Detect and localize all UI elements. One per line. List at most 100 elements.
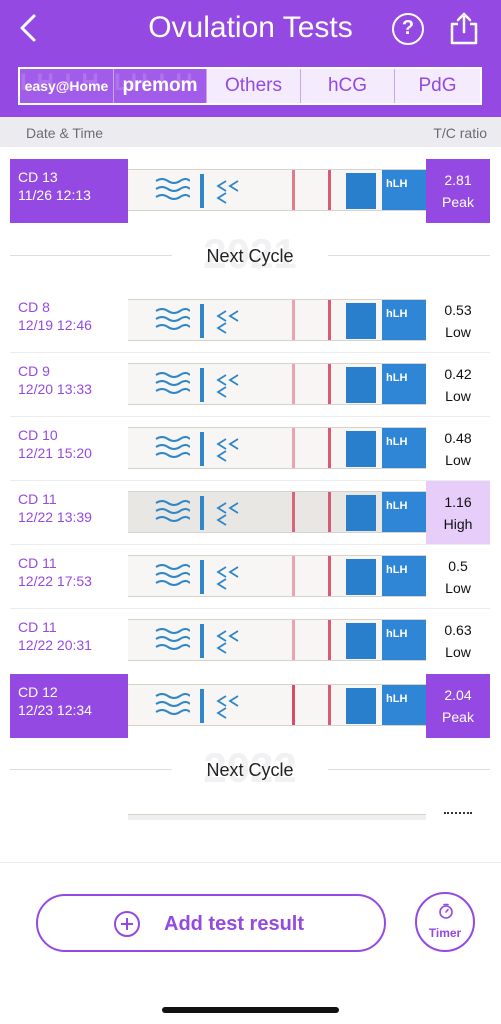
arrow-icon <box>216 630 239 654</box>
list-item[interactable]: CD 11 12/22 17:53 hLH 0.5 Low <box>10 545 490 609</box>
timer-button[interactable]: Timer <box>415 892 475 952</box>
list-item[interactable]: CD 11 12/22 20:31 hLH 0.63 Low <box>10 609 490 673</box>
stopwatch-icon <box>439 903 453 919</box>
ratio-value: 2.81 <box>444 172 472 188</box>
test-line <box>292 556 295 596</box>
tab-easy-at-home[interactable]: LH LH easy@Home <box>20 69 114 103</box>
row-cd: CD 11 <box>18 619 57 635</box>
list-item[interactable]: CD 9 12/20 13:33 hLH 0.42 Low <box>10 353 490 417</box>
control-line <box>328 685 331 725</box>
divider-line <box>328 769 490 770</box>
column-date-time: Date & Time <box>26 125 104 141</box>
wave-icon <box>155 436 190 458</box>
divider-line <box>10 769 172 770</box>
strip-label: hLH <box>386 436 408 448</box>
control-line <box>328 428 331 468</box>
strip-label: hLH <box>386 564 408 576</box>
row-cd: CD 11 <box>18 491 57 507</box>
list-item[interactable]: CD 13 11/26 12:13 hLH 2.81 Peak <box>10 159 490 223</box>
tab-hcg[interactable]: hCG <box>301 69 395 103</box>
cycle-divider: 2022 Next Cycle <box>10 744 490 791</box>
ratio-level: Peak <box>442 194 474 210</box>
wave-icon <box>155 500 190 522</box>
strip-mark <box>200 689 204 723</box>
row-cd: CD 12 <box>18 684 58 700</box>
page-title: Ovulation Tests <box>148 11 353 44</box>
ratio-level: Low <box>445 388 471 404</box>
test-strip-image: hLH <box>128 299 426 341</box>
add-test-result-button[interactable]: Add test result <box>36 894 386 952</box>
wave-icon <box>155 372 190 394</box>
test-line <box>292 428 295 468</box>
list-item[interactable]: CD 8 12/19 12:46 hLH 0.53 Low <box>10 289 490 353</box>
strip-label: hLH <box>386 178 408 190</box>
ratio-level: Low <box>445 580 471 596</box>
back-icon[interactable] <box>14 10 44 46</box>
divider-text: Next Cycle <box>206 760 294 780</box>
divider-text: Next Cycle <box>206 246 294 266</box>
strip-mark <box>200 624 204 658</box>
column-header: Date & Time T/C ratio <box>0 117 501 147</box>
row-datetime: 12/23 12:34 <box>18 702 92 718</box>
home-indicator[interactable] <box>162 1007 339 1013</box>
help-icon[interactable]: ? <box>392 13 424 45</box>
strip-label-block: hLH <box>382 300 426 340</box>
tab-pdg[interactable]: PdG <box>395 69 480 103</box>
list-item[interactable]: CD 10 12/21 15:20 hLH 0.48 Low <box>10 417 490 481</box>
row-separator <box>10 352 490 353</box>
strip-label-block: hLH <box>382 492 426 532</box>
row-datetime: 12/22 20:31 <box>18 637 92 653</box>
strip-blue-block <box>346 173 376 209</box>
row-separator <box>10 544 490 545</box>
strip-label-block: hLH <box>382 428 426 468</box>
control-line <box>328 620 331 660</box>
wave-icon <box>155 308 190 330</box>
row-date: CD 12 12/23 12:34 <box>10 674 128 738</box>
list-item[interactable]: CD 11 12/22 13:39 hLH 1.16 High <box>10 481 490 545</box>
strip-mark <box>200 368 204 402</box>
test-strip-image: hLH <box>128 619 426 661</box>
strip-blue-block <box>346 559 376 595</box>
divider-year: 2021 <box>203 230 297 277</box>
row-date: CD 11 12/22 17:53 <box>10 545 128 609</box>
row-date: CD 10 12/21 15:20 <box>10 417 128 481</box>
wave-icon <box>155 693 190 715</box>
test-strip-image: hLH <box>128 169 426 211</box>
strip-blue-block <box>346 303 376 339</box>
strip-label: hLH <box>386 372 408 384</box>
row-datetime: 12/22 13:39 <box>18 509 92 525</box>
strip-mark <box>200 560 204 594</box>
strip-mark <box>200 304 204 338</box>
tab-label: Others <box>224 75 283 96</box>
test-line <box>292 300 295 340</box>
arrow-icon <box>216 566 239 590</box>
control-line <box>328 364 331 404</box>
control-line <box>328 170 331 210</box>
tab-premom[interactable]: LH LH premom <box>114 69 207 103</box>
share-icon[interactable] <box>448 10 480 46</box>
ratio-level: Peak <box>442 709 474 725</box>
list-item[interactable]: CD 12 12/23 12:34 hLH 2.04 Peak <box>10 674 490 738</box>
strip-label-block: hLH <box>382 685 426 725</box>
arrow-icon <box>216 695 239 719</box>
strip-mark <box>200 432 204 466</box>
strip-label-block: hLH <box>382 364 426 404</box>
control-line <box>328 556 331 596</box>
ratio-level: Low <box>445 644 471 660</box>
ratio-value: 0.53 <box>444 302 472 318</box>
test-strip-image: hLH <box>128 427 426 469</box>
row-date: CD 13 11/26 12:13 <box>10 159 128 223</box>
test-line <box>292 685 295 725</box>
tab-others[interactable]: Others <box>207 69 301 103</box>
row-separator <box>10 608 490 609</box>
control-line <box>328 492 331 532</box>
test-line <box>292 364 295 404</box>
ratio-value: 0.42 <box>444 366 472 382</box>
column-tc-ratio: T/C ratio <box>433 125 487 141</box>
arrow-icon <box>216 310 239 334</box>
cycle-divider: 2021 Next Cycle <box>10 230 490 277</box>
row-ratio: 2.04 Peak <box>426 674 490 738</box>
row-datetime: 11/26 12:13 <box>18 187 91 203</box>
strip-blue-block <box>346 495 376 531</box>
